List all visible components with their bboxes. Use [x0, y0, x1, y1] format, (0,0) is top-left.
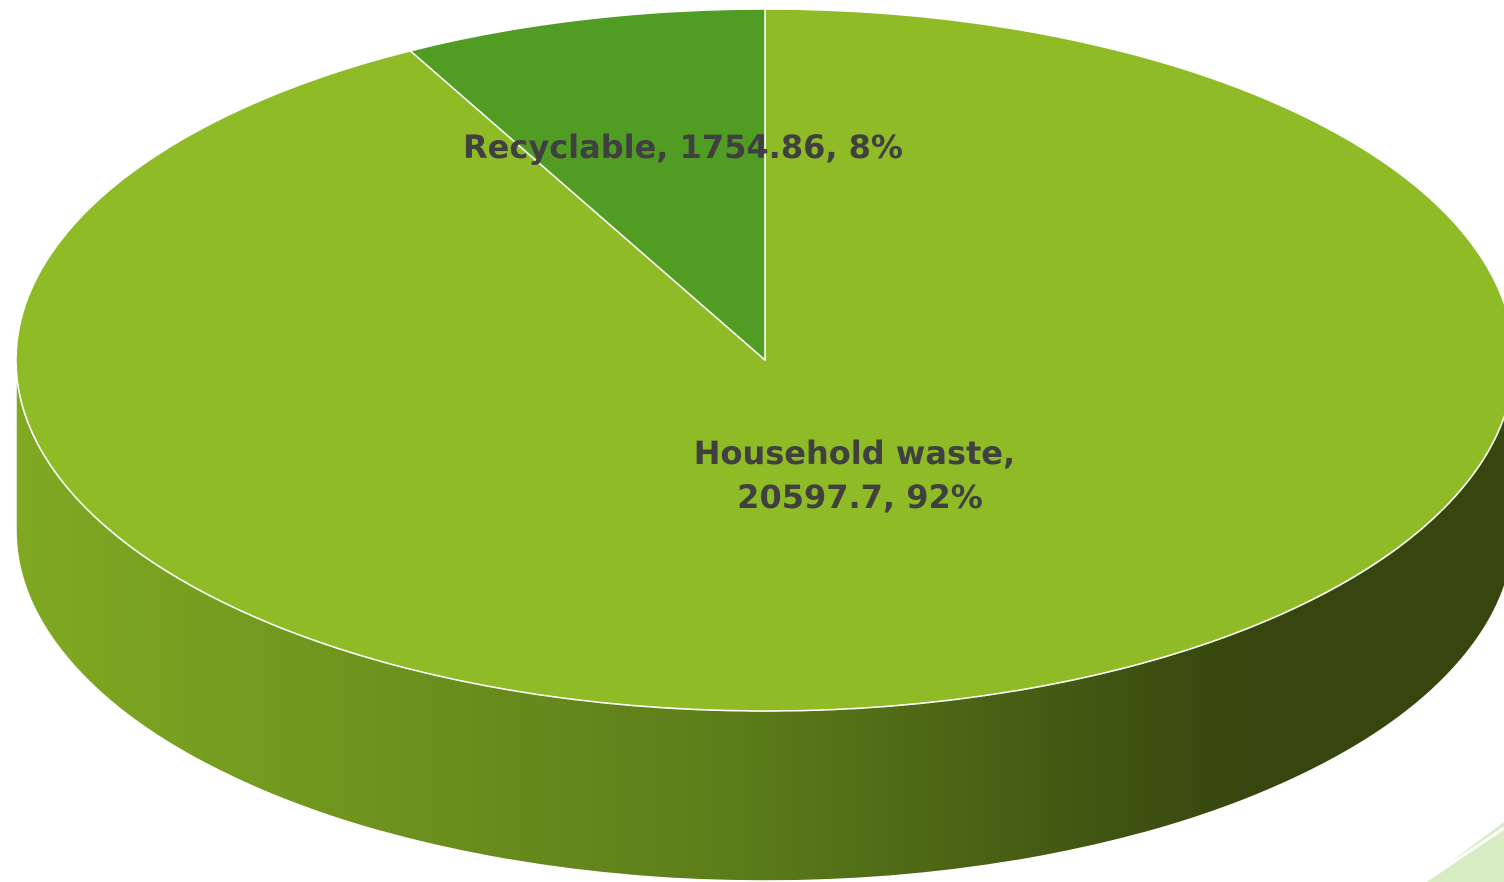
corner-accent-line	[1423, 826, 1504, 882]
pie-slice-recyclable	[409, 8, 766, 361]
data-label-household-waste-line-2: 20597.7, 92%	[737, 478, 983, 516]
data-label-recyclable-line-1: Recyclable, 1754.86, 8%	[463, 128, 903, 166]
data-label-recyclable: Recyclable, 1754.86, 8%	[463, 128, 903, 166]
data-label-household-waste-line-1: Household waste,	[694, 434, 1015, 472]
pie-slices	[15, 8, 1504, 712]
data-label-household-waste: Household waste, 20597.7, 92%	[694, 434, 1027, 516]
pie-slice-household-waste	[15, 8, 1504, 712]
